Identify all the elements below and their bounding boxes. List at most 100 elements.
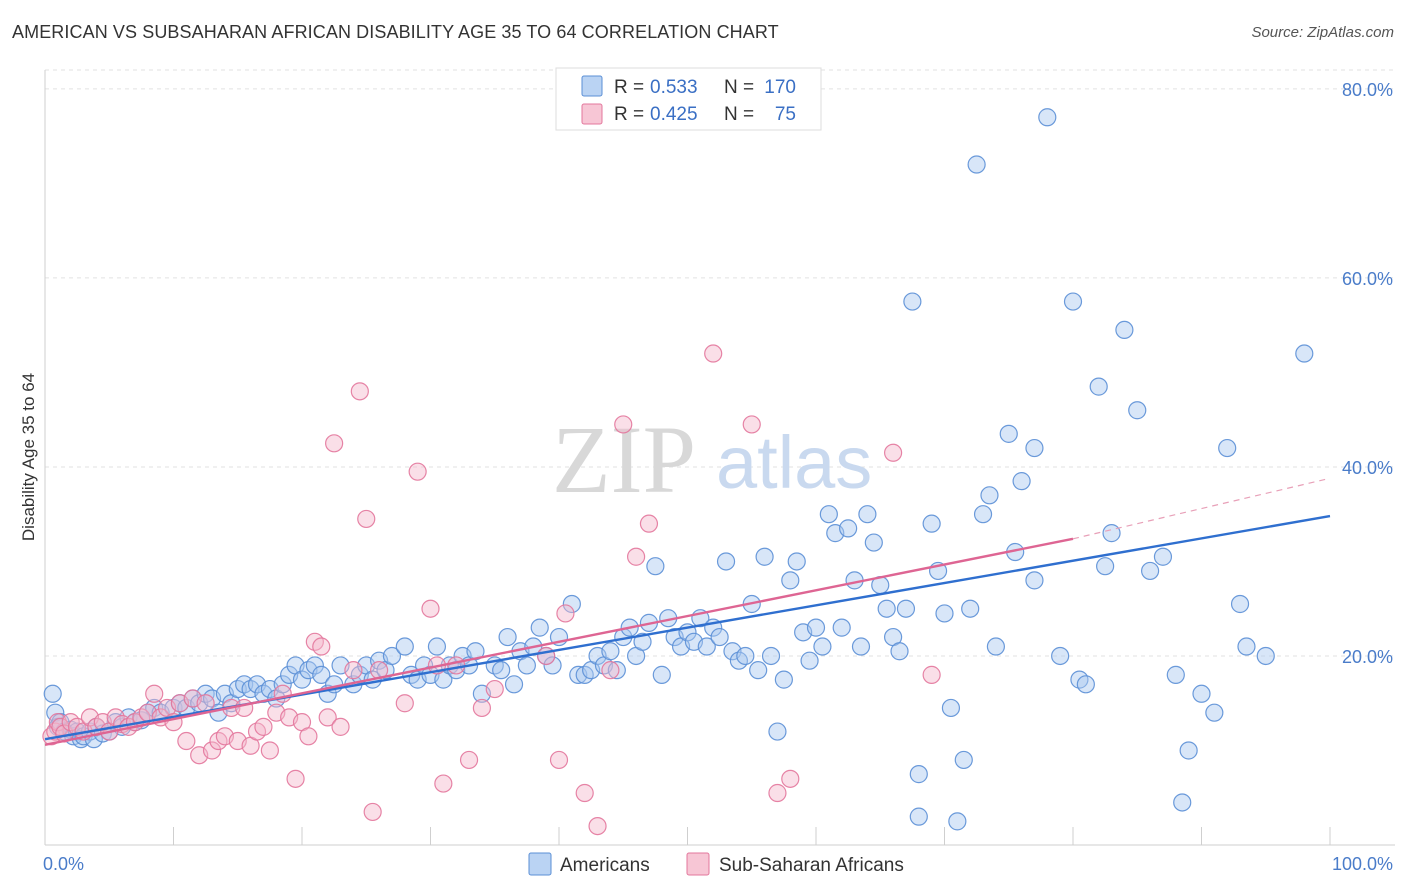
data-point — [614, 415, 633, 434]
data-point — [299, 727, 318, 746]
data-point — [325, 434, 344, 453]
data-point — [601, 661, 620, 680]
data-point — [1205, 703, 1224, 722]
trend-line-subsaharan-extension — [1072, 477, 1331, 540]
source-label: Source: ZipAtlas.com — [1251, 24, 1394, 41]
data-point — [935, 604, 954, 623]
data-point — [755, 547, 774, 566]
data-point — [1237, 637, 1256, 656]
data-point — [980, 486, 999, 505]
data-point — [710, 627, 729, 647]
data-point — [363, 802, 382, 822]
data-point — [344, 661, 363, 680]
data-point — [903, 292, 922, 311]
data-point — [517, 656, 536, 675]
data-point — [922, 514, 941, 533]
data-point — [1089, 377, 1108, 396]
data-point — [999, 424, 1018, 443]
data-point — [922, 665, 941, 684]
data-point — [492, 661, 511, 680]
series-legend: Americans Sub-Saharan Africans — [528, 852, 904, 876]
series-subsaharan — [42, 344, 941, 836]
data-point — [633, 632, 652, 651]
data-point — [421, 599, 440, 618]
data-point — [260, 741, 279, 760]
data-point — [254, 717, 273, 736]
data-point — [1230, 594, 1250, 614]
legend-swatch-subsaharan — [581, 103, 603, 125]
data-point — [704, 344, 723, 363]
axes — [44, 70, 1395, 846]
data-point — [781, 769, 800, 788]
y-tick-label: 20.0% — [1342, 647, 1393, 667]
data-point — [549, 750, 569, 770]
x-tick-label: 0.0% — [43, 854, 84, 874]
data-point — [883, 443, 903, 462]
data-point — [395, 694, 414, 713]
y-tick-label: 40.0% — [1342, 458, 1393, 478]
legend-r-value-1: 0.533 — [650, 77, 698, 98]
data-point — [1128, 401, 1147, 420]
data-point — [787, 552, 806, 571]
data-point — [909, 807, 928, 826]
data-point — [202, 741, 222, 760]
data-point — [427, 637, 447, 656]
data-point — [1076, 675, 1095, 694]
data-point — [350, 382, 369, 401]
legend-n-value-2: 75 — [775, 104, 796, 125]
data-point — [806, 618, 826, 637]
data-point — [1173, 793, 1192, 812]
legend-n-label-2: N = — [724, 104, 754, 125]
data-point — [781, 571, 800, 590]
data-point — [43, 684, 62, 703]
data-point — [967, 155, 986, 174]
data-point — [408, 462, 427, 481]
series-americans — [43, 108, 1314, 831]
data-point — [1295, 344, 1314, 363]
data-point — [890, 642, 909, 661]
data-point — [819, 505, 838, 524]
data-point — [575, 783, 594, 803]
data-point — [292, 670, 312, 689]
legend-r-label-1: R = — [614, 77, 644, 98]
data-point — [832, 618, 851, 637]
data-point — [1218, 438, 1237, 458]
data-point — [318, 708, 337, 727]
data-point — [1140, 561, 1160, 581]
data-point — [472, 698, 491, 718]
data-point — [1102, 524, 1121, 543]
data-point — [177, 731, 196, 751]
data-point — [652, 665, 671, 684]
data-point — [498, 627, 517, 647]
data-point — [858, 505, 877, 524]
y-axis-label: Disability Age 35 to 64 — [19, 373, 38, 541]
data-point — [864, 533, 883, 552]
watermark-atlas: atlas — [716, 421, 872, 504]
data-point — [1051, 646, 1070, 666]
data-point — [382, 646, 402, 666]
legend-n-value-1: 170 — [764, 77, 796, 98]
data-point — [626, 547, 646, 566]
data-point — [1012, 472, 1031, 491]
data-point — [839, 519, 858, 538]
chart-title: AMERICAN VS SUBSAHARAN AFRICAN DISABILIT… — [12, 22, 779, 42]
data-point — [954, 750, 973, 770]
data-point — [305, 656, 324, 675]
legend-swatch-americans-bottom — [528, 852, 552, 876]
data-point — [986, 637, 1006, 656]
data-point — [1166, 665, 1185, 684]
data-point — [485, 679, 504, 699]
trend-line-subsaharan — [44, 537, 1074, 746]
data-point — [948, 812, 967, 831]
data-point — [145, 684, 164, 703]
data-point — [459, 750, 479, 770]
y-tick-labels: 20.0% 40.0% 60.0% 80.0% — [1342, 80, 1393, 667]
data-point — [607, 661, 626, 680]
data-point — [1179, 741, 1198, 760]
data-point — [800, 651, 819, 670]
data-point — [273, 675, 292, 694]
data-point — [530, 618, 549, 637]
data-point — [909, 765, 928, 784]
legend-label-americans: Americans — [560, 855, 650, 876]
